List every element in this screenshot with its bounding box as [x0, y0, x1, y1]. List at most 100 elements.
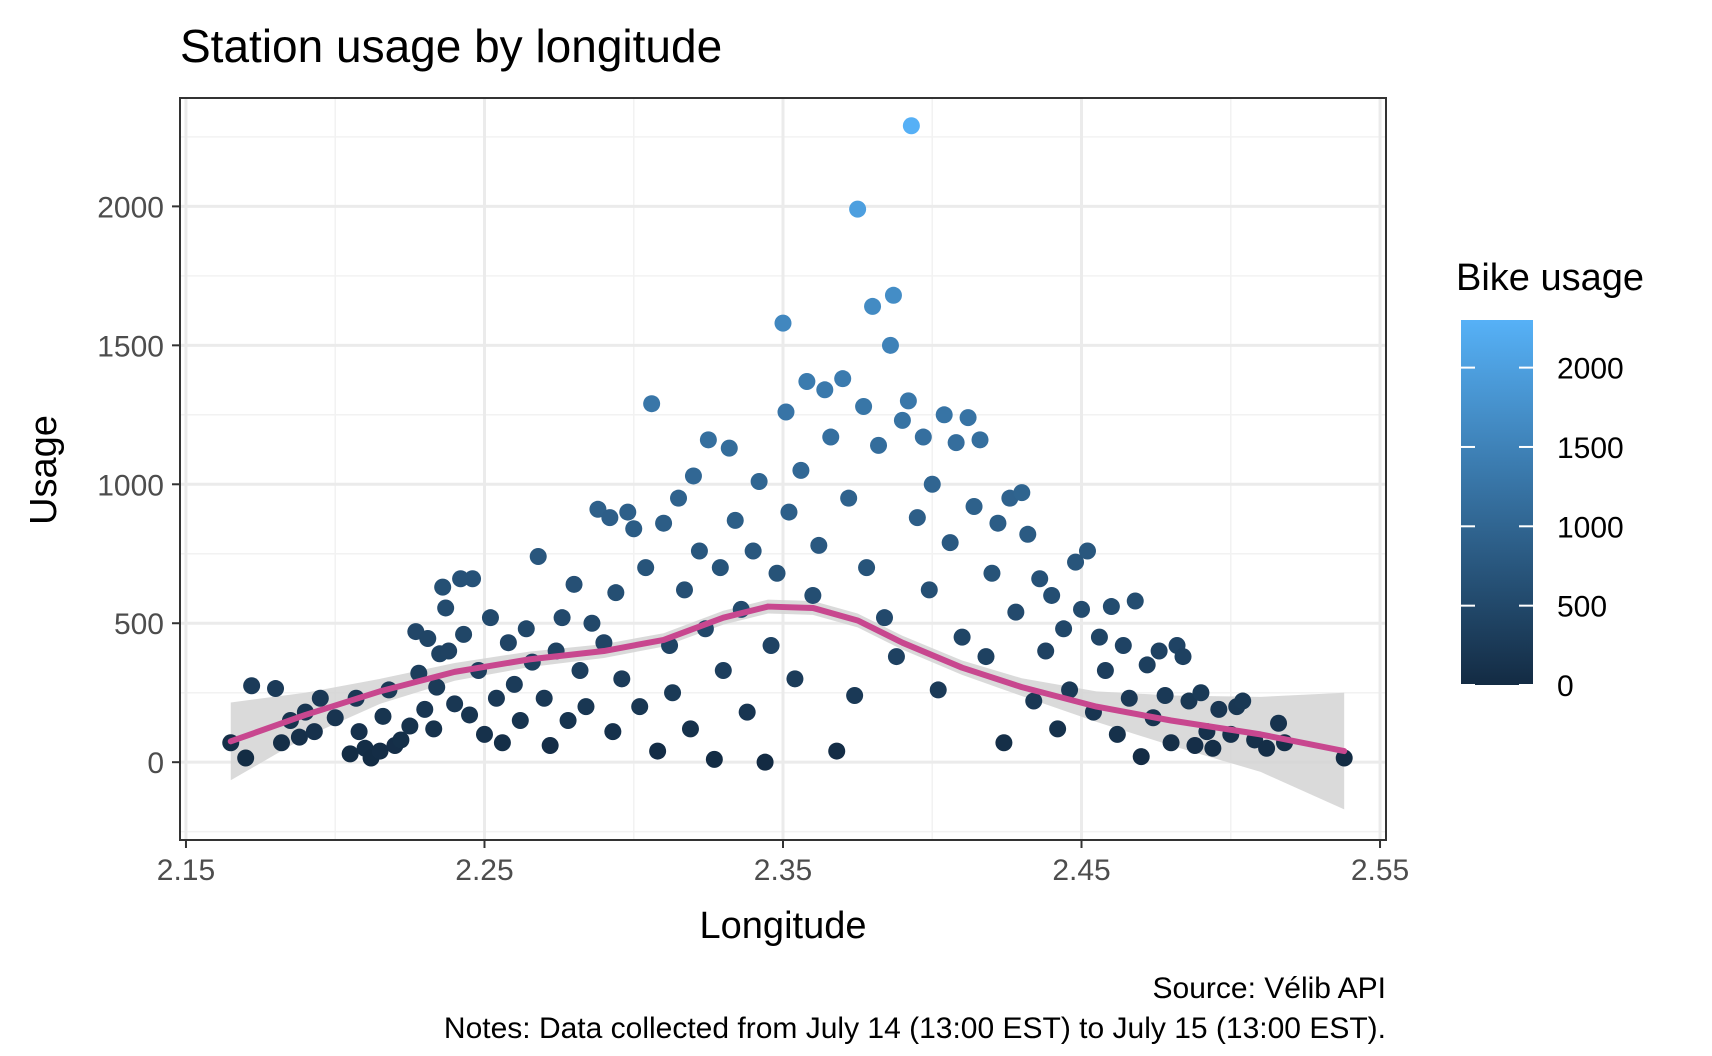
color-legend: 0 500 1000 1500 2000 — [1461, 320, 1624, 703]
data-point — [714, 661, 732, 679]
data-point — [670, 489, 688, 507]
data-point — [699, 431, 717, 449]
legend-tick-label: 1000 — [1557, 511, 1624, 544]
data-point — [595, 634, 613, 652]
data-point — [1162, 734, 1180, 752]
data-point — [505, 675, 523, 693]
data-point — [619, 503, 637, 521]
data-point — [953, 628, 971, 646]
data-point — [455, 625, 473, 643]
data-point — [1019, 525, 1037, 543]
y-tick-label: 2000 — [97, 191, 164, 224]
data-point — [461, 706, 479, 724]
data-point — [1025, 692, 1043, 710]
data-point — [664, 684, 682, 702]
x-axis-label: Longitude — [700, 905, 867, 947]
data-point — [858, 559, 876, 577]
data-point — [929, 681, 947, 699]
legend-tick-label: 1500 — [1557, 432, 1624, 465]
data-point — [1007, 603, 1025, 621]
data-point — [959, 409, 977, 427]
data-point — [1204, 739, 1222, 757]
x-tick-label: 2.35 — [754, 854, 812, 887]
data-point — [777, 403, 795, 421]
data-point — [601, 509, 619, 527]
data-point — [756, 753, 774, 771]
data-point — [875, 609, 893, 627]
data-point — [511, 712, 529, 730]
data-point — [290, 728, 308, 746]
data-point — [1132, 748, 1150, 766]
smooth-trend-line — [227, 603, 1348, 755]
data-point — [690, 542, 708, 560]
data-point — [738, 703, 756, 721]
data-point — [311, 689, 329, 707]
data-point — [1192, 684, 1210, 702]
data-point — [481, 609, 499, 627]
data-point — [828, 742, 846, 760]
data-point — [416, 700, 434, 718]
data-point — [1180, 692, 1198, 710]
data-point — [941, 534, 959, 552]
plot-area: 2.15 2.25 2.35 2.45 2.55 0 500 1000 1500 2000 — [97, 97, 1409, 887]
data-point — [1055, 620, 1073, 638]
y-tick-label: 1000 — [97, 469, 164, 502]
data-point — [849, 200, 867, 218]
data-point — [840, 489, 858, 507]
data-point — [1114, 636, 1132, 654]
data-point — [1210, 700, 1228, 718]
data-point — [565, 575, 583, 593]
data-point — [1078, 542, 1096, 560]
data-point — [899, 392, 917, 410]
data-point — [613, 670, 631, 688]
data-point — [884, 286, 902, 304]
data-point — [637, 559, 655, 577]
data-point — [893, 411, 911, 429]
data-point — [855, 397, 873, 415]
data-point — [834, 370, 852, 388]
data-point — [786, 670, 804, 688]
data-point — [947, 434, 965, 452]
data-point — [589, 500, 607, 518]
data-point — [341, 745, 359, 763]
data-point — [392, 731, 410, 749]
data-point — [1037, 642, 1055, 660]
data-point — [705, 750, 723, 768]
x-tick-label: 2.45 — [1052, 854, 1110, 887]
x-tick-label: 2.25 — [455, 854, 513, 887]
data-point — [643, 395, 661, 413]
data-point — [1102, 598, 1120, 616]
legend-tick-label: 0 — [1557, 670, 1574, 703]
legend-title: Bike usage — [1456, 257, 1644, 299]
data-point — [774, 314, 792, 332]
data-point — [649, 742, 667, 760]
data-point — [804, 586, 822, 604]
data-point — [625, 520, 643, 538]
data-point — [914, 428, 932, 446]
data-point — [607, 584, 625, 602]
data-point — [499, 634, 517, 652]
data-point — [437, 599, 455, 617]
data-point — [272, 734, 290, 752]
data-point — [720, 439, 738, 457]
data-point — [983, 564, 1001, 582]
caption-notes: Notes: Data collected from July 14 (13:0… — [444, 1012, 1386, 1045]
data-point — [529, 548, 547, 566]
data-point — [1186, 737, 1204, 755]
data-point — [1234, 692, 1252, 710]
data-point — [816, 381, 834, 399]
data-point — [440, 642, 458, 660]
data-point — [989, 514, 1007, 532]
data-point — [371, 742, 389, 760]
data-point — [267, 680, 285, 698]
data-point — [425, 720, 443, 738]
caption-source: Source: Vélib API — [1153, 972, 1386, 1005]
data-point — [604, 723, 622, 741]
data-point — [475, 725, 493, 743]
data-point — [711, 559, 729, 577]
data-point — [846, 686, 864, 704]
data-point — [1096, 661, 1114, 679]
data-point — [780, 503, 798, 521]
data-point — [535, 689, 553, 707]
